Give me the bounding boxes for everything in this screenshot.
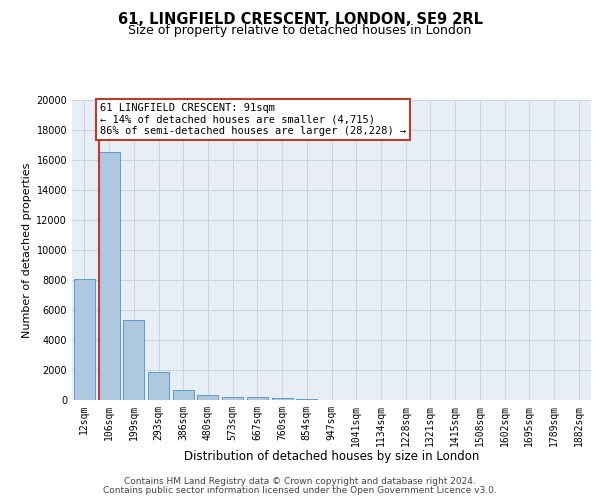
Text: Contains HM Land Registry data © Crown copyright and database right 2024.: Contains HM Land Registry data © Crown c… xyxy=(124,477,476,486)
Bar xyxy=(296,398,317,400)
Y-axis label: Number of detached properties: Number of detached properties xyxy=(22,162,32,338)
Bar xyxy=(123,320,144,400)
X-axis label: Distribution of detached houses by size in London: Distribution of detached houses by size … xyxy=(184,450,479,463)
Text: Contains public sector information licensed under the Open Government Licence v3: Contains public sector information licen… xyxy=(103,486,497,495)
Text: 61 LINGFIELD CRESCENT: 91sqm
← 14% of detached houses are smaller (4,715)
86% of: 61 LINGFIELD CRESCENT: 91sqm ← 14% of de… xyxy=(100,103,406,136)
Bar xyxy=(74,279,95,400)
Bar xyxy=(173,390,194,400)
Text: Size of property relative to detached houses in London: Size of property relative to detached ho… xyxy=(128,24,472,37)
Bar xyxy=(272,398,293,400)
Bar xyxy=(247,398,268,400)
Bar xyxy=(98,152,119,400)
Text: 61, LINGFIELD CRESCENT, LONDON, SE9 2RL: 61, LINGFIELD CRESCENT, LONDON, SE9 2RL xyxy=(118,12,482,28)
Bar xyxy=(197,395,218,400)
Bar xyxy=(222,397,243,400)
Bar xyxy=(148,372,169,400)
